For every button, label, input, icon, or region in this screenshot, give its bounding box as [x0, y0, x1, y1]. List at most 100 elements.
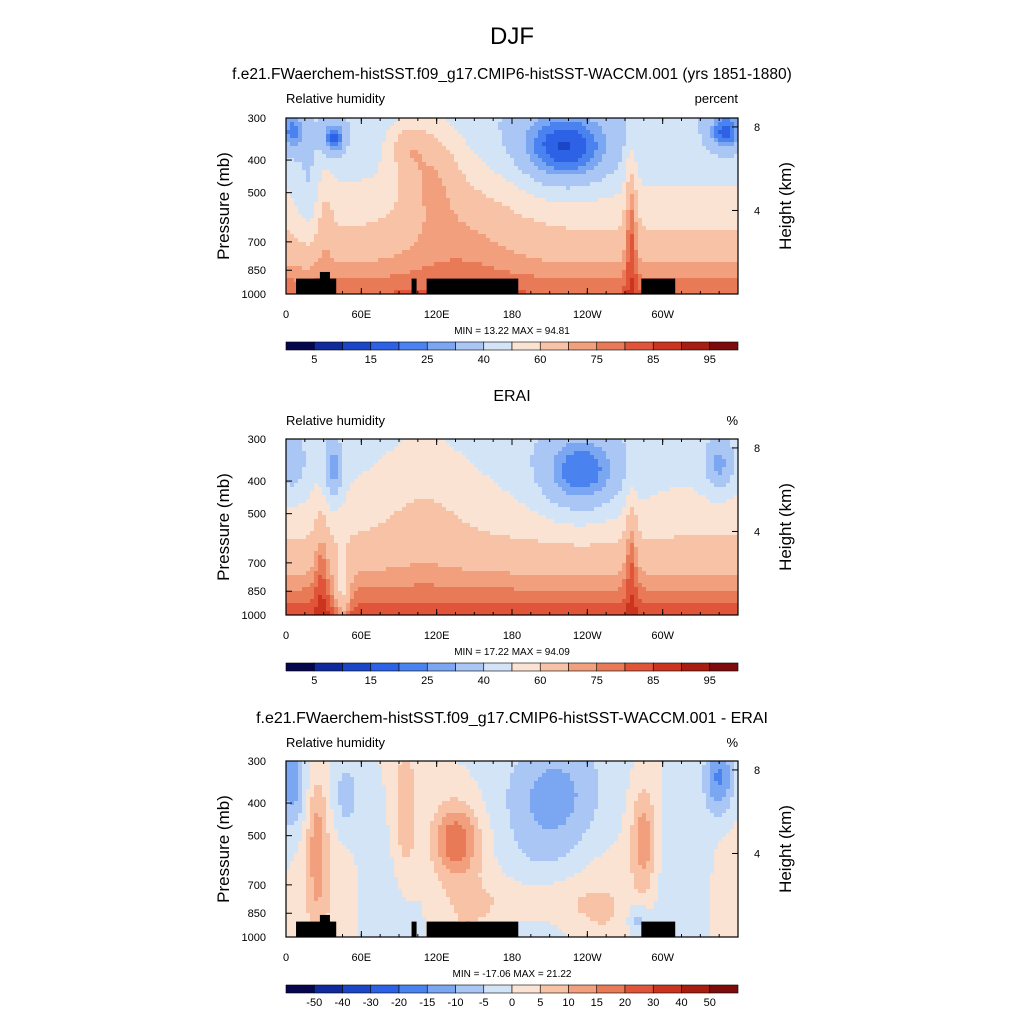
heatmap-cell [630, 226, 635, 231]
heatmap-cell [578, 154, 583, 159]
heatmap-cell [610, 198, 615, 203]
heatmap-cell [290, 226, 295, 231]
heatmap-cell [670, 254, 675, 259]
heatmap-cell [390, 254, 395, 259]
heatmap-cell [418, 250, 423, 255]
heatmap-cell [602, 178, 607, 183]
heatmap-cell [510, 242, 515, 247]
heatmap-cell [566, 246, 571, 251]
y-tick-label: 500 [248, 188, 266, 200]
heatmap-cell [514, 190, 519, 195]
heatmap-cell [298, 238, 303, 243]
heatmap-cell [558, 178, 563, 183]
heatmap-cell [450, 122, 455, 127]
heatmap-cell [350, 278, 355, 283]
heatmap-cell [538, 170, 543, 175]
heatmap-cell [450, 170, 455, 175]
heatmap-cell [470, 234, 475, 239]
heatmap-cell [438, 182, 443, 187]
heatmap-cell [430, 202, 435, 207]
heatmap-cell [506, 190, 511, 195]
heatmap-cell [522, 182, 527, 187]
heatmap-cell [394, 186, 399, 191]
heatmap-cell [526, 222, 531, 227]
heatmap-cell [318, 194, 323, 199]
heatmap-cell [650, 198, 655, 203]
heatmap-cell [502, 214, 507, 219]
heatmap-cell [590, 262, 595, 267]
heatmap-cell [510, 254, 515, 259]
heatmap-cell [606, 262, 611, 267]
heatmap-cell [366, 174, 371, 179]
heatmap-cell [710, 150, 715, 155]
heatmap-cell [386, 270, 391, 275]
heatmap-cell [586, 274, 591, 279]
heatmap-cell [398, 142, 403, 147]
heatmap-cell [722, 126, 727, 131]
heatmap-cell [706, 138, 711, 143]
heatmap-cell [382, 142, 387, 147]
heatmap-cell [442, 218, 447, 223]
heatmap-cell [698, 158, 703, 163]
heatmap-cell [498, 154, 503, 159]
heatmap-cell [522, 186, 527, 191]
heatmap-cell [330, 186, 335, 191]
heatmap-cell [534, 250, 539, 255]
heatmap-cell [442, 142, 447, 147]
heatmap-cell [366, 246, 371, 251]
heatmap-cell [378, 170, 383, 175]
heatmap-cell [402, 214, 407, 219]
heatmap-cell [534, 262, 539, 267]
heatmap-cell [462, 154, 467, 159]
heatmap-cell [526, 226, 531, 231]
heatmap-cell [330, 234, 335, 239]
heatmap-cell [642, 182, 647, 187]
heatmap-cell [454, 190, 459, 195]
heatmap-cell [570, 282, 575, 287]
heatmap-cell [474, 250, 479, 255]
heatmap-cell [470, 162, 475, 167]
heatmap-cell [426, 150, 431, 155]
heatmap-cell [426, 238, 431, 243]
heatmap-cell [570, 170, 575, 175]
heatmap-cell [694, 122, 699, 127]
heatmap-cell [302, 274, 307, 279]
heatmap-cell [430, 198, 435, 203]
heatmap-cell [318, 202, 323, 207]
heatmap-cell [674, 166, 679, 171]
heatmap-cell [594, 230, 599, 235]
heatmap-cell [378, 254, 383, 259]
heatmap-cell [722, 122, 727, 127]
heatmap-cell [390, 134, 395, 139]
heatmap-cell [670, 138, 675, 143]
heatmap-cell [310, 118, 315, 123]
heatmap-cell [446, 206, 451, 211]
heatmap-cell [622, 186, 627, 191]
heatmap-cell [306, 174, 311, 179]
heatmap-cell [586, 214, 591, 219]
heatmap-cell [662, 170, 667, 175]
heatmap-cell [654, 262, 659, 267]
heatmap-cell [302, 186, 307, 191]
heatmap-cell [322, 134, 327, 139]
heatmap-cell [614, 218, 619, 223]
heatmap-cell [714, 286, 719, 291]
heatmap-cell [466, 186, 471, 191]
heatmap-cell [386, 154, 391, 159]
heatmap-cell [326, 134, 331, 139]
heatmap-cell [490, 242, 495, 247]
heatmap-cell [618, 250, 623, 255]
heatmap-cell [418, 206, 423, 211]
heatmap-cell [486, 222, 491, 227]
heatmap-cell [718, 246, 723, 251]
heatmap-cell [594, 174, 599, 179]
heatmap-cell [338, 142, 343, 147]
heatmap-cell [698, 246, 703, 251]
heatmap-cell [542, 206, 547, 211]
heatmap-cell [606, 174, 611, 179]
heatmap-cell [722, 258, 727, 263]
heatmap-cell [362, 202, 367, 207]
heatmap-cell [570, 270, 575, 275]
heatmap-cell [286, 210, 291, 215]
heatmap-cell [422, 210, 427, 215]
